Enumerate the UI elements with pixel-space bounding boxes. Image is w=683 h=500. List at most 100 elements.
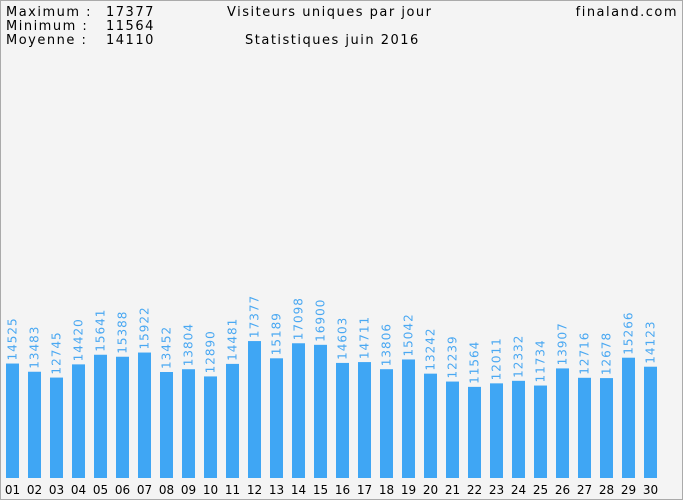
value-label: 14123 (644, 321, 658, 364)
x-tick-label: 04 (71, 483, 86, 497)
bar (248, 341, 261, 478)
value-label: 11734 (534, 339, 548, 382)
value-label: 15189 (270, 312, 284, 355)
value-label: 13483 (28, 326, 42, 369)
bar (622, 357, 635, 478)
bar (578, 377, 591, 478)
bar (270, 358, 283, 478)
bar (644, 366, 657, 478)
value-label: 13804 (182, 323, 196, 366)
bar (292, 343, 305, 478)
bar (556, 368, 569, 478)
bar (424, 373, 437, 478)
bar (490, 383, 503, 478)
stat-label: Maximum : (6, 5, 92, 20)
x-tick-label: 23 (489, 483, 504, 497)
x-tick-label: 28 (599, 483, 614, 497)
x-tick-label: 29 (621, 483, 636, 497)
x-tick-label: 02 (27, 483, 42, 497)
stat-value: 14110 (106, 33, 155, 48)
x-tick-label: 08 (159, 483, 174, 497)
value-label: 12745 (50, 331, 64, 374)
x-tick-label: 14 (291, 483, 306, 497)
value-label: 17098 (292, 297, 306, 340)
bar (116, 356, 129, 478)
bar (72, 364, 85, 478)
x-tick-label: 22 (467, 483, 482, 497)
x-tick-label: 13 (269, 483, 284, 497)
x-tick-label: 30 (643, 483, 658, 497)
bar (314, 344, 327, 478)
x-tick-label: 11 (225, 483, 240, 497)
value-label: 13452 (160, 326, 174, 369)
x-tick-label: 21 (445, 483, 460, 497)
value-label: 12332 (512, 335, 526, 378)
bar (204, 376, 217, 478)
value-label: 12890 (204, 330, 218, 373)
bar (6, 363, 19, 478)
x-tick-label: 06 (115, 483, 130, 497)
bar (28, 371, 41, 478)
value-label: 15922 (138, 306, 152, 349)
bar (50, 377, 63, 478)
x-tick-label: 25 (533, 483, 548, 497)
x-tick-label: 16 (335, 483, 350, 497)
bar (226, 363, 239, 478)
value-label: 12678 (600, 332, 614, 375)
value-label: 12239 (446, 335, 460, 378)
value-label: 15641 (94, 309, 108, 352)
value-label: 16900 (314, 299, 328, 342)
x-tick-label: 12 (247, 483, 262, 497)
bar (94, 354, 107, 478)
value-label: 12011 (490, 337, 504, 380)
x-tick-label: 20 (423, 483, 438, 497)
bar (336, 362, 349, 478)
x-tick-label: 26 (555, 483, 570, 497)
x-tick-label: 15 (313, 483, 328, 497)
value-label: 13907 (556, 322, 570, 365)
bar (358, 362, 371, 478)
bar (512, 380, 525, 478)
value-label: 14481 (226, 318, 240, 361)
bar (380, 369, 393, 478)
site-name: finaland.com (576, 5, 678, 20)
bar (600, 378, 613, 478)
x-tick-label: 01 (5, 483, 20, 497)
value-label: 15042 (402, 313, 416, 356)
bar (468, 386, 481, 478)
bar (446, 381, 459, 478)
chart-title: Visiteurs uniques par jour (227, 5, 433, 20)
x-tick-label: 19 (401, 483, 416, 497)
value-label: 11564 (468, 341, 482, 384)
stat-value: 11564 (106, 19, 155, 34)
value-label: 14603 (336, 317, 350, 360)
chart-subtitle: Statistiques juin 2016 (245, 33, 420, 48)
value-label: 14525 (6, 317, 20, 360)
stat-value: 17377 (106, 5, 155, 20)
stat-label: Minimum : (6, 19, 88, 34)
bar (182, 369, 195, 478)
bar (138, 352, 151, 478)
x-tick-label: 18 (379, 483, 394, 497)
value-label: 13242 (424, 327, 438, 370)
bar (160, 371, 173, 478)
x-tick-label: 09 (181, 483, 196, 497)
x-tick-label: 10 (203, 483, 218, 497)
x-tick-label: 05 (93, 483, 108, 497)
bar (402, 359, 415, 478)
value-label: 14420 (72, 318, 86, 361)
stat-label: Moyenne : (6, 33, 87, 48)
value-label: 15388 (116, 311, 130, 354)
value-label: 17377 (248, 295, 262, 338)
x-tick-label: 17 (357, 483, 372, 497)
x-tick-label: 03 (49, 483, 64, 497)
value-label: 13806 (380, 323, 394, 366)
x-tick-label: 07 (137, 483, 152, 497)
value-label: 12716 (578, 332, 592, 375)
value-label: 14711 (358, 316, 372, 359)
bar (534, 385, 547, 478)
x-tick-label: 27 (577, 483, 592, 497)
x-tick-label: 24 (511, 483, 526, 497)
